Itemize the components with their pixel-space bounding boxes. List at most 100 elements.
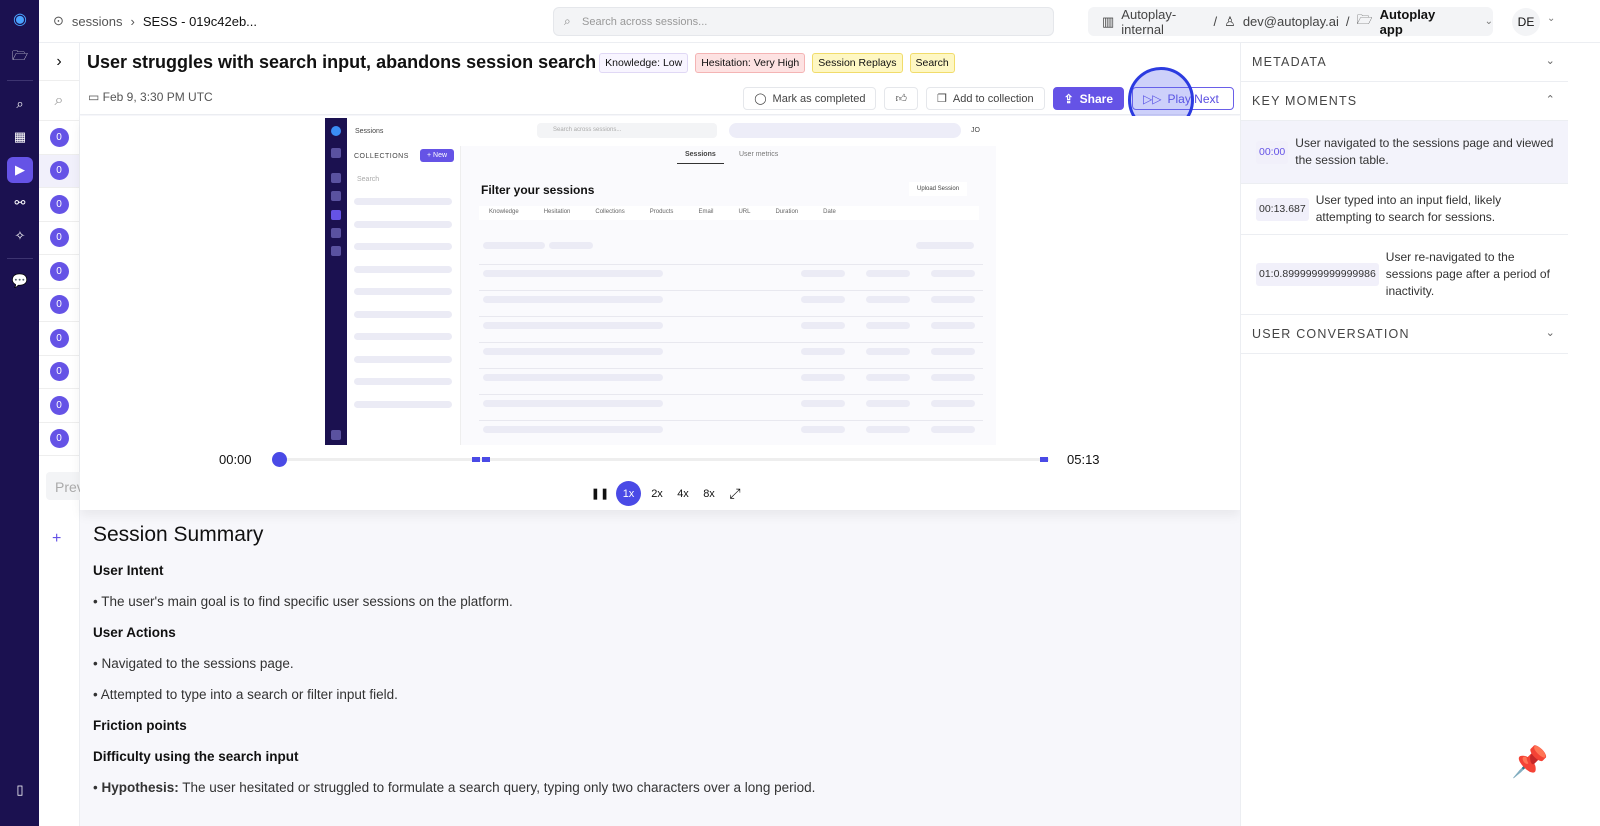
breadcrumb-sessions[interactable]: sessions	[71, 13, 123, 29]
collections-search: Search	[357, 176, 380, 183]
logo-icon[interactable]: ◉	[13, 11, 27, 28]
friction-subheading: Difficulty using the search input	[93, 749, 299, 764]
session-list-item[interactable]: 0	[39, 121, 79, 155]
skeleton	[483, 270, 663, 277]
add-icon[interactable]: +	[52, 530, 62, 547]
calendar-icon: ▭	[88, 90, 103, 104]
skeleton	[483, 322, 663, 329]
skeleton	[931, 270, 975, 277]
replay-topbar: Sessions Search across sessions... JO	[347, 118, 996, 146]
chevron-right-icon: ›	[56, 52, 62, 70]
timestamp[interactable]: 01:0.8999999999999986	[1256, 263, 1379, 286]
building-icon: ▥	[1102, 13, 1115, 29]
section-title: METADATA	[1252, 55, 1327, 69]
expand-button[interactable]: ›	[39, 43, 79, 81]
skeleton	[866, 400, 910, 407]
pause-icon[interactable]: ❚❚	[590, 488, 610, 500]
replay-heading: Filter your sessions	[481, 183, 595, 197]
replay-filter: Email	[698, 209, 714, 215]
speed-8x[interactable]: 8x	[703, 487, 715, 500]
count-badge: 0	[49, 328, 69, 348]
pushpin-mascot-icon[interactable]: 📌	[1511, 746, 1549, 779]
replay-frame[interactable]: Sessions Search across sessions... JO CO…	[325, 118, 996, 445]
sidebar-toggle-icon[interactable]: ▯	[16, 782, 24, 797]
skeleton	[354, 400, 452, 408]
thumbs-up-button[interactable]: 👍︎	[884, 87, 918, 110]
session-list-item[interactable]: 0	[39, 423, 79, 456]
tag-badge: Session Replays	[812, 52, 903, 73]
list-search-button[interactable]: ⌕	[39, 81, 79, 121]
search-input[interactable]: ⌕ Search across sessions...	[553, 7, 1054, 36]
moment-text: User typed into an input field, likely a…	[1315, 193, 1502, 224]
replay-filter: Date	[823, 209, 836, 215]
workspace-selector[interactable]: ▥ Autoplay-internal / ♙ dev@autoplay.ai / 🗁 A…	[1088, 7, 1493, 37]
replay-search: Search across sessions...	[537, 123, 717, 138]
search-icon[interactable]: ⌕	[16, 96, 24, 111]
session-list-item[interactable]: 0	[39, 255, 79, 289]
current-time: 00:00	[219, 452, 252, 467]
key-moment[interactable]: 00:00 User navigated to the sessions page…	[1241, 121, 1568, 184]
timestamp[interactable]: 00:00	[1256, 140, 1289, 164]
skeleton	[354, 355, 452, 363]
flows-icon[interactable]: ⚯	[14, 195, 26, 210]
label: Mark as completed	[772, 92, 866, 105]
play-icon[interactable]: ▶	[7, 157, 33, 183]
add-to-collection-button[interactable]: ❐ Add to collection	[925, 87, 1045, 110]
session-list-item[interactable]: 0	[39, 389, 79, 423]
tab-sessions: Sessions	[677, 151, 724, 164]
replay-main: Sessions User metrics Filter your sessio…	[461, 146, 996, 445]
key-moment-marker[interactable]	[472, 457, 480, 462]
speed-2x[interactable]: 2x	[651, 487, 663, 500]
skeleton	[354, 265, 452, 273]
key-moments-section[interactable]: KEY MOMENTS ⌃	[1241, 82, 1568, 121]
action-item: • Navigated to the sessions page.	[93, 656, 294, 671]
replay-collections: COLLECTIONS + New Search	[347, 146, 461, 445]
session-list-item[interactable]: 0	[39, 222, 79, 255]
key-moment[interactable]: 00:13.687 User typed into an input field,…	[1241, 184, 1568, 235]
timestamp[interactable]: 00:13.687	[1256, 197, 1309, 221]
key-moment[interactable]: 01:0.8999999999999986 User re-navigated t…	[1241, 235, 1568, 315]
skeleton	[931, 348, 975, 355]
speed-1x[interactable]: 1x	[616, 481, 641, 506]
replay-title: Sessions	[355, 128, 384, 135]
table-row-skeleton	[479, 342, 983, 343]
speed-4x[interactable]: 4x	[677, 487, 689, 500]
label: Share	[1079, 91, 1113, 106]
key-moment-marker[interactable]	[1040, 457, 1048, 462]
previous-button[interactable]: Previous	[46, 472, 80, 500]
sparkle-icon[interactable]: ✧	[14, 228, 26, 243]
moment-text: User re-navigated to the sessions page a…	[1385, 250, 1550, 298]
label: Add to collection	[952, 92, 1034, 105]
seek-bar[interactable]	[279, 458, 1049, 461]
dashboard-icon[interactable]: ▦	[13, 129, 27, 144]
mark-completed-button[interactable]: ◯ Mark as completed	[743, 87, 877, 110]
session-list-item[interactable]: 0	[39, 289, 79, 322]
skeleton	[916, 242, 974, 249]
seek-handle[interactable]	[272, 452, 287, 467]
key-moment-marker[interactable]	[482, 457, 490, 462]
metadata-section[interactable]: METADATA ⌄	[1241, 43, 1568, 82]
skeleton	[801, 270, 845, 277]
session-list-item[interactable]: 0	[39, 356, 79, 389]
intent-text: The user's main goal is to find specific…	[101, 594, 513, 609]
skeleton	[483, 426, 663, 433]
chevron-down-icon[interactable]: ⌄	[1547, 13, 1556, 24]
fullscreen-icon[interactable]: ⤢	[729, 485, 741, 501]
chat-icon[interactable]: 💬	[11, 273, 29, 288]
play-circle-icon: ⊙	[53, 13, 64, 28]
session-list-item[interactable]: 0	[39, 322, 79, 356]
folder-icon[interactable]: 🗁	[11, 48, 29, 63]
skeleton	[866, 296, 910, 303]
nav-rail: ◉ 🗁 ⌕ ▦ ▶ ⚯ ✧ 💬 ▯	[0, 0, 39, 826]
session-list-item[interactable]: 0	[39, 188, 79, 222]
tag-badge: Search	[909, 52, 955, 73]
avatar[interactable]: DE	[1512, 8, 1540, 36]
share-button[interactable]: ⇪ Share	[1052, 87, 1124, 110]
divider	[7, 258, 33, 259]
skeleton	[483, 242, 545, 249]
count-badge: 0	[49, 261, 69, 281]
session-list-item[interactable]: 0	[39, 154, 79, 188]
user-conversation-section[interactable]: USER CONVERSATION ⌄	[1241, 315, 1568, 354]
total-time: 05:13	[1067, 452, 1100, 467]
skeleton	[354, 288, 452, 295]
